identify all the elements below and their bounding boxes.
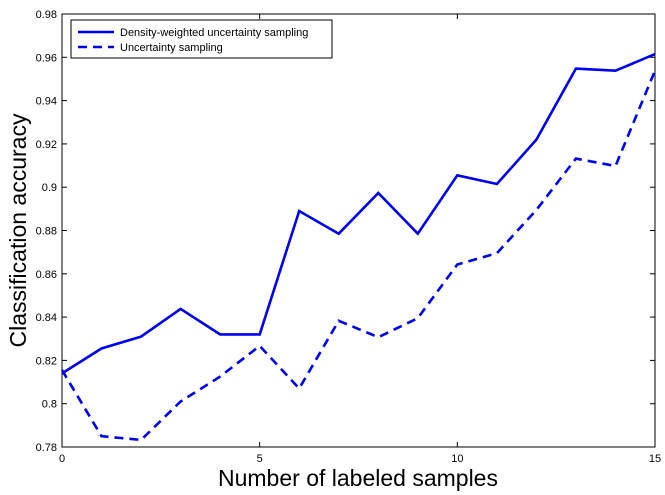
x-tick-label: 5 (257, 453, 263, 465)
y-tick-label: 0.92 (36, 139, 57, 151)
y-tick-label: 0.96 (36, 52, 57, 64)
y-tick-label: 0.9 (42, 182, 57, 194)
x-tick-label: 0 (59, 453, 65, 465)
x-tick-label: 10 (451, 453, 463, 465)
x-tick-label: 15 (649, 453, 661, 465)
legend-box (70, 19, 333, 59)
y-tick-label: 0.98 (36, 9, 57, 21)
series-line-2 (60, 70, 657, 442)
legend-label-2: Uncertainty sampling (120, 42, 223, 54)
x-axis-title: Number of labeled samples (218, 465, 498, 491)
y-tick-label: 0.86 (36, 269, 57, 281)
y-tick-label: 0.82 (36, 355, 57, 367)
y-tick-label: 0.8 (42, 399, 57, 411)
y-tick-label: 0.84 (36, 312, 57, 324)
y-tick-label: 0.94 (36, 96, 57, 108)
axis-ticks: 0 5 10 15 0.78 0.8 0.82 0.84 0.86 0.88 0.9 0.92 0.94… (36, 9, 662, 465)
y-axis-title: Classification accuracy (5, 113, 31, 347)
series-lines (60, 52, 657, 442)
y-tick-label: 0.88 (36, 226, 57, 238)
plot-area (61, 13, 656, 448)
series-line-1 (61, 52, 656, 375)
legend-label-1: Density-weighted uncertainty sampling (120, 27, 308, 39)
legend: Density-weighted uncertainty sampling Unc… (70, 19, 333, 59)
y-tick-label: 0.78 (36, 442, 57, 454)
